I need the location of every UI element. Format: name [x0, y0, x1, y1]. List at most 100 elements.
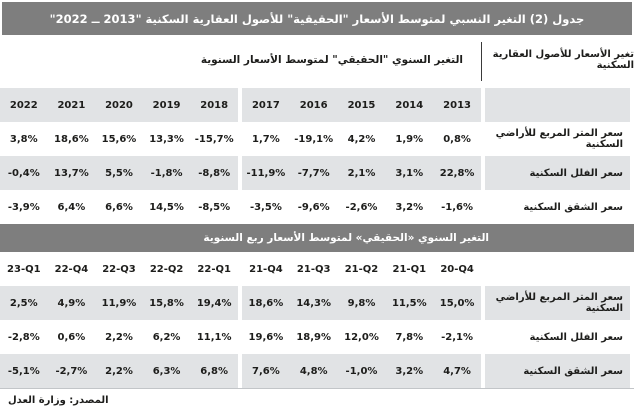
annual-section-rows: 2022 2021 2020 2019 2018 2017 2016 2015 2014 2013…: [0, 88, 634, 224]
column-group-recent: -2,8% 0,6% 2,2% 6,2% 11,1%: [0, 320, 238, 354]
row-label: سعر الشقق السكنية: [523, 201, 623, 213]
quarter-header-cell: 21-Q3: [296, 263, 331, 275]
value-cell: 6,3%: [152, 365, 181, 377]
value-cell: 0,8%: [443, 133, 471, 145]
row-label: سعر الفلل السكنية: [529, 331, 623, 343]
column-group-recent: -5,1% -2,7% 2,2% 6,3% 6,8%: [0, 354, 238, 388]
year-header-cell: 2015: [347, 99, 376, 111]
value-cell: -1,0%: [345, 365, 378, 377]
value-cell: 4,8%: [299, 365, 328, 377]
value-cell: 6,2%: [152, 331, 181, 343]
quarter-header-cell: 22-Q3: [102, 263, 136, 275]
value-cell: -8,8%: [198, 167, 231, 179]
year-header-cell: 2018: [200, 99, 229, 111]
value-cell: -8,5%: [198, 201, 231, 213]
value-cell: -2,8%: [7, 331, 40, 343]
value-cell: 6,4%: [57, 201, 86, 213]
table-row: -0,4% 13,7% 5,5% -1,8% -8,8% -11,9% -7,7% 2,1% 3…: [0, 156, 634, 190]
value-cell: 7,8%: [395, 331, 424, 343]
table-row: -5,1% -2,7% 2,2% 6,3% 6,8% 7,6% 4,8% -1,0% 3,2% 4…: [0, 354, 634, 388]
value-cell: -7,7%: [297, 167, 330, 179]
column-group-older: 7,6% 4,8% -1,0% 3,2% 4,7%: [242, 354, 481, 388]
value-cell: 3,2%: [395, 201, 424, 213]
value-cell: 2,2%: [105, 331, 133, 343]
row-label-cell: سعر المتر المربع للأراضي السكنية: [485, 286, 630, 320]
column-group-older: -11,9% -7,7% 2,1% 3,1% 22,8%: [242, 156, 481, 190]
value-cell: 9,8%: [347, 297, 376, 309]
table-row: 3,8% 18,6% 15,6% 13,3% -15,7% 1,7% -19,1% 4,2% 1…: [0, 122, 634, 156]
value-cell: -9,6%: [297, 201, 330, 213]
value-cell: -0,4%: [7, 167, 40, 179]
row-label-cell: [485, 88, 630, 122]
value-cell: 11,1%: [196, 331, 232, 343]
year-header-cell: 2017: [251, 99, 280, 111]
header-divider: [481, 42, 482, 81]
quarter-header-cell: 23-Q1: [7, 263, 41, 275]
table-row: -2,8% 0,6% 2,2% 6,2% 11,1% 19,6% 18,9% 12,0% 7,8…: [0, 320, 634, 354]
value-cell: -15,7%: [194, 133, 234, 145]
value-cell: -5,1%: [7, 365, 40, 377]
row-label: سعر المتر المربع للأراضي السكنية: [495, 292, 623, 314]
value-cell: -11,9%: [246, 167, 286, 179]
value-cell: 5,5%: [105, 167, 133, 179]
column-group-header: التغير السنوي "الحقيقي" لمتوسط الأسعار ا…: [0, 35, 634, 88]
value-cell: 18,9%: [296, 331, 332, 343]
value-cell: 3,8%: [9, 133, 38, 145]
quarter-header-cell: 21-Q2: [344, 263, 379, 275]
value-cell: 19,4%: [196, 297, 232, 309]
value-cell: 19,6%: [248, 331, 284, 343]
value-cell: 1,9%: [395, 133, 424, 145]
value-cell: 15,0%: [439, 297, 475, 309]
year-header-cell: 2022: [9, 99, 38, 111]
value-cell: 11,9%: [101, 297, 137, 309]
table-title: جدول (2) التغير النسبي لمتوسط الأسعار "ا…: [2, 2, 632, 35]
corner-header: تغير الأسعار للأصول العقارية السكنية: [492, 48, 634, 71]
value-cell: 15,6%: [101, 133, 137, 145]
value-cell: 3,1%: [395, 167, 424, 179]
column-group-recent: 3,8% 18,6% 15,6% 13,3% -15,7%: [0, 122, 238, 156]
quarter-header-cell: 21-Q4: [249, 263, 283, 275]
value-cell: 14,3%: [296, 297, 332, 309]
value-cell: -3,5%: [249, 201, 282, 213]
value-cell: -2,6%: [345, 201, 378, 213]
row-label: سعر الفلل السكنية: [529, 167, 623, 179]
value-cell: 6,6%: [105, 201, 133, 213]
annual-change-header: التغير السنوي "الحقيقي" لمتوسط الأسعار ا…: [200, 53, 463, 66]
value-cell: 13,7%: [54, 167, 89, 179]
value-cell: 14,5%: [149, 201, 184, 213]
value-cell: -3,9%: [7, 201, 40, 213]
value-cell: 2,5%: [9, 297, 38, 309]
column-group-recent: -3,9% 6,4% 6,6% 14,5% -8,5%: [0, 190, 238, 224]
quarterly-section-title: التغير السنوي «الحقيقي» لمتوسط الأسعار ر…: [203, 232, 489, 244]
column-group-recent: -0,4% 13,7% 5,5% -1,8% -8,8%: [0, 156, 238, 190]
quarter-header-cell: 22-Q1: [197, 263, 231, 275]
row-label-cell: سعر الفلل السكنية: [485, 320, 630, 354]
value-cell: -2,1%: [441, 331, 474, 343]
column-group-recent: 2,5% 4,9% 11,9% 15,8% 19,4%: [0, 286, 238, 320]
year-header-cell: 2013: [443, 99, 471, 111]
value-cell: -19,1%: [294, 133, 334, 145]
column-group-older: 21-Q4 21-Q3 21-Q2 21-Q1 20-Q4: [242, 252, 481, 286]
value-cell: 3,2%: [395, 365, 424, 377]
value-cell: 4,9%: [57, 297, 86, 309]
value-cell: 2,2%: [105, 365, 133, 377]
year-header-cell: 2014: [395, 99, 424, 111]
column-header-row: 2022 2021 2020 2019 2018 2017 2016 2015 2014 2013: [0, 88, 634, 122]
row-label-cell: سعر الفلل السكنية: [485, 156, 630, 190]
value-cell: 18,6%: [248, 297, 284, 309]
value-cell: -1,6%: [441, 201, 474, 213]
column-group-older: 18,6% 14,3% 9,8% 11,5% 15,0%: [242, 286, 481, 320]
column-group-older: 1,7% -19,1% 4,2% 1,9% 0,8%: [242, 122, 481, 156]
source-note: المصدر: وزارة العدل: [8, 395, 109, 406]
year-header-cell: 2020: [105, 99, 133, 111]
value-cell: -1,8%: [150, 167, 183, 179]
value-cell: 15,8%: [149, 297, 184, 309]
value-cell: 18,6%: [54, 133, 89, 145]
row-label-cell: [485, 252, 630, 286]
quarter-header-cell: 22-Q2: [149, 263, 184, 275]
value-cell: 1,7%: [252, 133, 280, 145]
row-label: سعر المتر المربع للأراضي السكنية: [495, 128, 623, 150]
value-cell: 6,8%: [200, 365, 229, 377]
table-body: 2022 2021 2020 2019 2018 2017 2016 2015 2014 2013…: [0, 88, 634, 389]
